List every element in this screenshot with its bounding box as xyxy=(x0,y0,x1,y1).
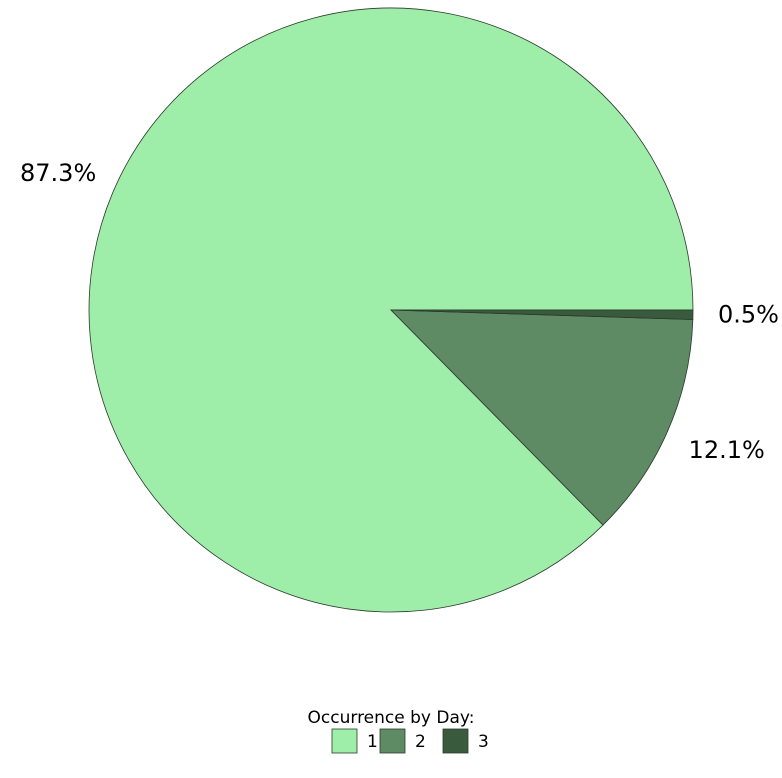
legend-title: Occurrence by Day: xyxy=(308,708,475,728)
legend-swatch xyxy=(331,728,358,754)
slice-label: 87.3% xyxy=(20,159,96,187)
slice-label: 12.1% xyxy=(689,436,765,464)
legend-label: 3 xyxy=(478,732,489,752)
legend-swatch xyxy=(379,728,406,754)
slice-label: 0.5% xyxy=(718,301,779,329)
legend-label: 1 xyxy=(367,732,378,752)
pie-slice xyxy=(390,309,694,320)
legend-swatch xyxy=(442,728,469,754)
legend-label: 2 xyxy=(415,732,426,752)
pie-slice xyxy=(390,309,694,526)
